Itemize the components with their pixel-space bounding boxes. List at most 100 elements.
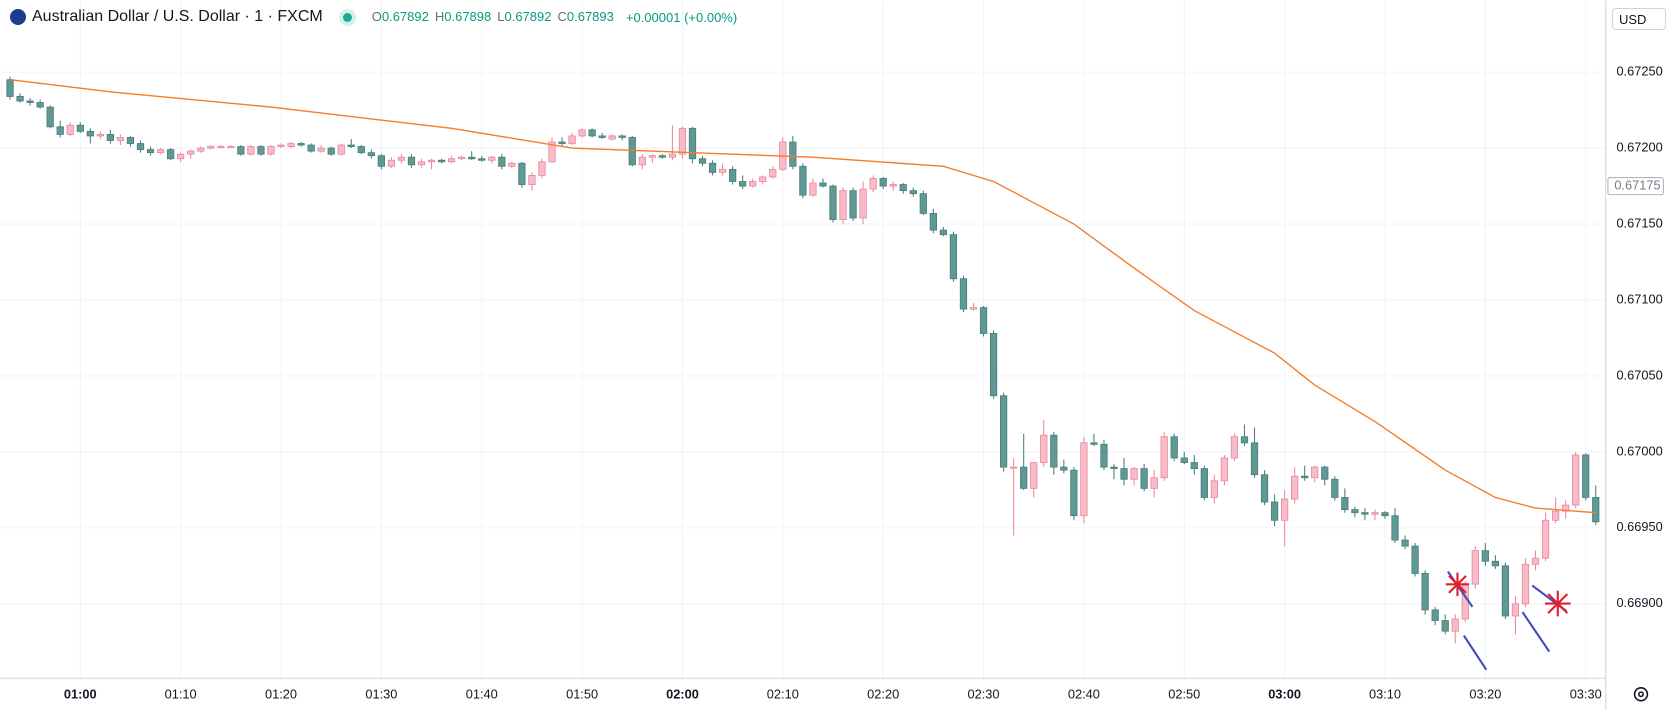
x-tick-label: 03:30 — [1570, 687, 1602, 702]
candle-body — [729, 168, 737, 182]
candle-body — [859, 188, 867, 219]
candle-body — [317, 147, 325, 152]
candle-body — [648, 155, 656, 158]
ohlc-label: L — [497, 9, 505, 24]
x-tick-label: 01:10 — [165, 687, 197, 702]
change: +0.00001 (+0.00%) — [625, 9, 738, 25]
candle-body — [1140, 468, 1148, 489]
candle-body — [688, 127, 697, 160]
candle-body — [608, 135, 616, 140]
candle-body — [237, 146, 245, 155]
currency-button[interactable]: USD — [1612, 8, 1666, 30]
y-tick-label: 0.67150 — [1616, 215, 1662, 230]
star-marker — [1544, 590, 1571, 617]
candle-body — [618, 135, 626, 138]
candle-body — [1521, 563, 1530, 605]
candle-body — [1220, 457, 1229, 482]
candle-body — [86, 130, 94, 137]
candle-body — [769, 168, 777, 178]
candle-body — [26, 100, 34, 103]
candle-body — [1321, 466, 1329, 480]
candle-body — [708, 162, 717, 173]
symbol-title[interactable]: Australian Dollar / U.S. Dollar · 1 · FX… — [32, 8, 323, 25]
candle-body — [56, 126, 64, 135]
candle-body — [558, 141, 566, 144]
candle-body — [66, 124, 74, 135]
candle-body — [1562, 504, 1570, 512]
candle-body — [538, 161, 546, 176]
candle-body — [578, 129, 586, 137]
candle-body — [136, 143, 145, 151]
candle-body — [528, 175, 536, 185]
candle-body — [447, 158, 456, 163]
candle-body — [959, 278, 968, 310]
candle-body — [247, 146, 255, 155]
candle-body — [879, 178, 887, 187]
candle-body — [417, 161, 426, 166]
candle-body — [498, 156, 506, 167]
ohlc-value: 0.67893 — [566, 9, 614, 24]
candle-body — [407, 156, 416, 166]
candle-body — [1592, 497, 1600, 523]
candle-body — [327, 147, 335, 155]
candle-body — [658, 155, 667, 158]
settings-icon[interactable] — [1633, 687, 1649, 702]
candle-body — [1451, 618, 1459, 632]
trend-line — [1462, 634, 1488, 671]
candle-body — [1110, 466, 1118, 470]
candle-body — [488, 156, 496, 161]
candle-body — [759, 176, 767, 182]
candle-body — [1381, 512, 1389, 517]
candle-body — [1120, 468, 1128, 480]
moving-average-line — [9, 79, 1596, 514]
candle-body — [1130, 468, 1138, 480]
x-tick-label: 03:20 — [1469, 687, 1501, 702]
candle-body — [1391, 515, 1399, 541]
candle-body — [377, 155, 386, 167]
candle-body — [257, 146, 265, 155]
candle-body — [749, 181, 757, 187]
candle-body — [126, 137, 135, 144]
x-tick-label: 02:10 — [767, 687, 799, 702]
candle-body — [1401, 539, 1409, 547]
ohlc-label: H — [434, 9, 445, 24]
candle-body — [809, 182, 817, 196]
x-tick-label: 01:00 — [64, 687, 97, 702]
candle-body — [197, 147, 205, 152]
drawings — [1445, 570, 1571, 671]
candle-body — [739, 181, 747, 187]
candle-body — [1070, 469, 1078, 517]
candle-body — [588, 129, 596, 137]
candle-body — [337, 144, 345, 155]
candle-body — [367, 152, 375, 157]
candle-body — [1160, 436, 1168, 479]
candle-body — [1230, 436, 1239, 459]
candle-body — [1270, 501, 1279, 521]
candle-body — [718, 168, 727, 173]
candle-body — [1361, 512, 1369, 515]
flag-icon — [10, 9, 26, 25]
candle-body — [1541, 519, 1550, 559]
candle-body — [1210, 480, 1218, 498]
candle-body — [1080, 442, 1088, 517]
candle-body — [36, 102, 44, 108]
candle-body — [1421, 573, 1429, 611]
candle-body — [166, 149, 175, 160]
trend-line — [1521, 611, 1551, 653]
candle-body — [1331, 478, 1339, 498]
candle-body — [1020, 466, 1028, 489]
candle-body — [518, 162, 526, 185]
candle-body — [397, 156, 406, 161]
candle-body — [1060, 466, 1068, 471]
candle-body — [1250, 442, 1259, 476]
x-tick-label: 03:00 — [1268, 687, 1301, 702]
plot-layer — [6, 76, 1600, 644]
candle-body — [698, 158, 707, 164]
candle-body — [909, 190, 917, 195]
market-status[interactable] — [342, 12, 352, 22]
candle-body — [146, 149, 155, 154]
candle-body — [177, 153, 185, 160]
candle-body — [96, 133, 104, 137]
candle-body — [227, 146, 235, 149]
